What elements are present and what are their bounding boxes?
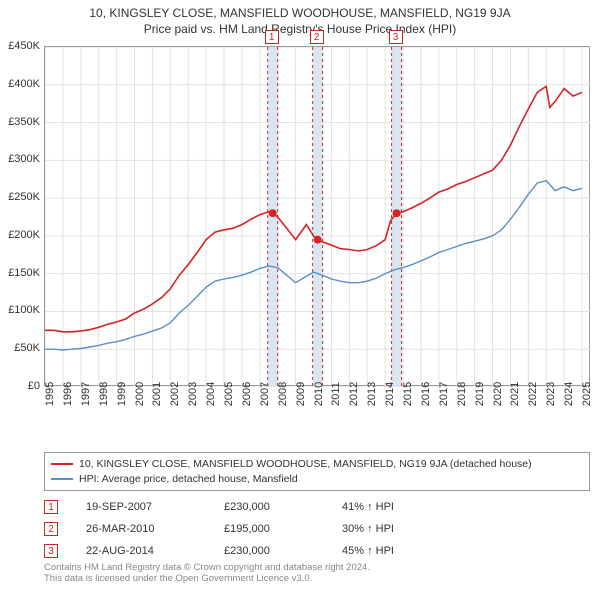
event-date: 26-MAR-2010 (86, 523, 196, 535)
title-block: 10, KINGSLEY CLOSE, MANSFIELD WOODHOUSE,… (0, 0, 600, 36)
legend-row: 10, KINGSLEY CLOSE, MANSFIELD WOODHOUSE,… (51, 457, 583, 472)
x-axis-label: 2025 (581, 382, 600, 406)
attribution: Contains HM Land Registry data © Crown c… (44, 562, 590, 585)
attribution-line1: Contains HM Land Registry data © Crown c… (44, 562, 590, 573)
event-price: £230,000 (224, 501, 314, 513)
event-pct: 45% ↑ HPI (342, 545, 432, 557)
y-axis-label: £350K (0, 116, 40, 128)
event-marker-box: 1 (265, 30, 279, 44)
y-axis-label: £400K (0, 78, 40, 90)
chart-area: 123£0£50K£100K£150K£200K£250K£300K£350K£… (44, 46, 590, 416)
y-axis-label: £300K (0, 153, 40, 165)
plot-area (44, 46, 590, 386)
y-axis-label: £100K (0, 304, 40, 316)
legend-swatch (51, 478, 73, 480)
title-subtitle: Price paid vs. HM Land Registry's House … (0, 22, 600, 36)
event-date: 22-AUG-2014 (86, 545, 196, 557)
legend-label: 10, KINGSLEY CLOSE, MANSFIELD WOODHOUSE,… (79, 457, 532, 472)
event-date: 19-SEP-2007 (86, 501, 196, 513)
attribution-line2: This data is licensed under the Open Gov… (44, 573, 590, 584)
y-axis-label: £50K (0, 342, 40, 354)
title-address: 10, KINGSLEY CLOSE, MANSFIELD WOODHOUSE,… (0, 6, 600, 20)
event-row: 2 26-MAR-2010 £195,000 30% ↑ HPI (44, 518, 590, 540)
event-row: 3 22-AUG-2014 £230,000 45% ↑ HPI (44, 540, 590, 562)
event-price: £195,000 (224, 523, 314, 535)
y-axis-label: £150K (0, 267, 40, 279)
event-number-box: 2 (44, 522, 58, 536)
events-table: 1 19-SEP-2007 £230,000 41% ↑ HPI 2 26-MAR-201… (44, 496, 590, 562)
y-axis-label: £450K (0, 40, 40, 52)
legend: 10, KINGSLEY CLOSE, MANSFIELD WOODHOUSE,… (44, 452, 590, 491)
legend-swatch (51, 463, 73, 465)
y-axis-label: £0 (0, 380, 40, 392)
event-pct: 41% ↑ HPI (342, 501, 432, 513)
event-price: £230,000 (224, 545, 314, 557)
y-axis-label: £250K (0, 191, 40, 203)
event-row: 1 19-SEP-2007 £230,000 41% ↑ HPI (44, 496, 590, 518)
y-axis-label: £200K (0, 229, 40, 241)
chart-container: 10, KINGSLEY CLOSE, MANSFIELD WOODHOUSE,… (0, 0, 600, 590)
event-marker-box: 3 (389, 30, 403, 44)
event-pct: 30% ↑ HPI (342, 523, 432, 535)
event-number-box: 3 (44, 544, 58, 558)
legend-row: HPI: Average price, detached house, Mans… (51, 472, 583, 487)
event-number-box: 1 (44, 500, 58, 514)
legend-label: HPI: Average price, detached house, Mans… (79, 472, 298, 487)
chart-svg (45, 47, 591, 387)
event-marker-box: 2 (310, 30, 324, 44)
